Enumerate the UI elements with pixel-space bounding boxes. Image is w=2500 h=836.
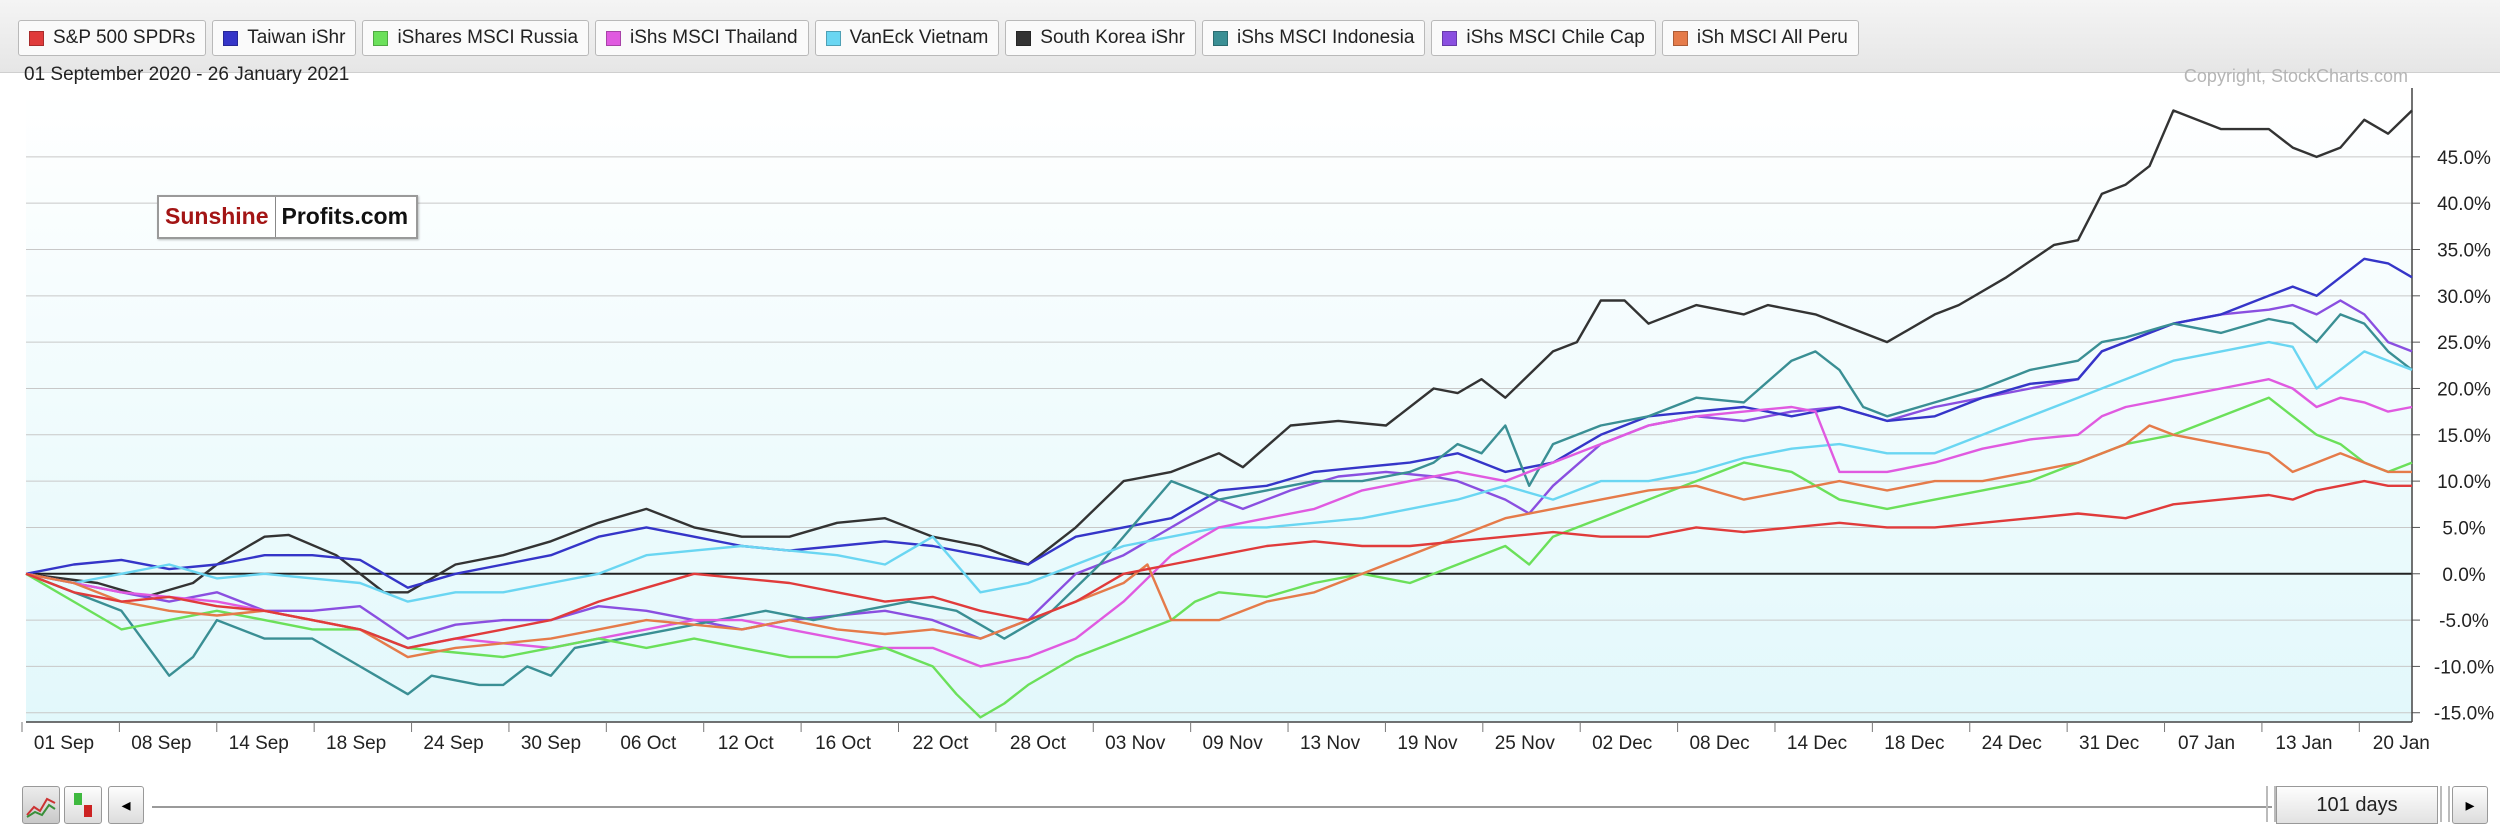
y-tick-label: 0.0% xyxy=(2442,565,2485,586)
watermark-logo: Sunshine Profits.com xyxy=(157,195,419,239)
legend-item[interactable]: Taiwan iShr xyxy=(212,20,357,56)
legend-label: iShares MSCI Russia xyxy=(397,27,579,48)
chart-controls: ◂ 101 days ▸ xyxy=(0,782,2500,836)
y-tick-label: -5.0% xyxy=(2439,611,2489,632)
x-tick-label: 25 Nov xyxy=(1495,733,1556,754)
series-line xyxy=(25,313,2413,696)
legend-label: iShs MSCI Chile Cap xyxy=(1466,27,1645,48)
legend-item[interactable]: iShares MSCI Russia xyxy=(362,20,590,56)
y-tick-label: 25.0% xyxy=(2437,333,2491,354)
x-tick-label: 24 Sep xyxy=(423,733,483,754)
legend-label: South Korea iShr xyxy=(1040,27,1185,48)
date-scrollbar[interactable] xyxy=(152,806,2272,808)
scroll-right-button[interactable]: ▸ xyxy=(2452,786,2488,824)
y-tick-label: 20.0% xyxy=(2437,379,2491,400)
line-chart: 45.0% 40.0% 35.0% 30.0% 25.0% 20.0% 15.0% 10.0%… xyxy=(21,88,2494,754)
watermark-left-text: Sunshine xyxy=(159,197,276,237)
y-tick-label: 5.0% xyxy=(2442,518,2485,539)
legend-swatch xyxy=(825,30,841,46)
legend-item[interactable]: VanEck Vietnam xyxy=(814,20,1000,56)
series-line xyxy=(25,479,2412,650)
legend-item[interactable]: South Korea iShr xyxy=(1005,20,1196,56)
x-tick-label: 06 Oct xyxy=(620,733,677,754)
x-tick-label: 16 Oct xyxy=(815,733,872,754)
x-tick-label: 07 Jan xyxy=(2178,733,2235,754)
copyright-notice: Copyright, StockCharts.com xyxy=(2183,66,2408,86)
x-tick-label: 08 Dec xyxy=(1689,733,1749,754)
x-tick-label: 14 Sep xyxy=(229,733,289,754)
x-tick-label: 09 Nov xyxy=(1203,733,1264,754)
y-tick-label: 45.0% xyxy=(2437,148,2491,169)
legend-item[interactable]: iShs MSCI Thailand xyxy=(595,20,809,56)
legend-label: iShs MSCI Thailand xyxy=(630,27,798,48)
x-tick-label: 18 Sep xyxy=(326,733,386,754)
watermark-right-text: Profits.com xyxy=(281,203,409,229)
series-line xyxy=(25,340,2413,603)
scroll-handle-left[interactable] xyxy=(2266,786,2276,822)
x-tick-label: 22 Oct xyxy=(912,733,969,754)
x-tick-label: 28 Oct xyxy=(1010,733,1067,754)
scroll-left-button[interactable]: ◂ xyxy=(108,786,144,824)
legend-swatch xyxy=(1213,30,1228,46)
bar-chart-mode-icon[interactable] xyxy=(64,786,102,824)
series-line xyxy=(25,257,2413,589)
series-line xyxy=(25,424,2412,659)
x-tick-label: 30 Sep xyxy=(521,733,581,754)
legend-swatch xyxy=(373,30,389,46)
y-tick-label: 35.0% xyxy=(2437,241,2491,262)
y-tick-label: -15.0% xyxy=(2434,704,2494,725)
legend-label: iShs MSCI Indonesia xyxy=(1237,27,1415,48)
x-tick-label: 08 Sep xyxy=(131,733,191,754)
date-range-label: 01 September 2020 - 26 January 2021 xyxy=(24,64,350,85)
legend-swatch xyxy=(1016,30,1032,46)
x-tick-label: 24 Dec xyxy=(1982,733,2042,754)
x-tick-label: 20 Jan xyxy=(2373,733,2430,754)
legend-swatch xyxy=(606,30,622,46)
legend-swatch xyxy=(29,30,44,46)
series-line xyxy=(25,378,2413,668)
y-tick-label: 40.0% xyxy=(2437,194,2491,215)
legend-swatch xyxy=(1672,30,1688,46)
legend-item[interactable]: iShs MSCI Chile Cap xyxy=(1431,20,1656,56)
days-range-box[interactable]: 101 days xyxy=(2276,786,2438,824)
legend-item[interactable]: S&P 500 SPDRs xyxy=(18,20,207,56)
legend-label: S&P 500 SPDRs xyxy=(53,27,196,48)
y-tick-label: 10.0% xyxy=(2437,472,2491,493)
legend-label: Taiwan iShr xyxy=(247,27,346,48)
legend-label: VanEck Vietnam xyxy=(849,27,989,48)
x-tick-label: 14 Dec xyxy=(1787,733,1847,754)
x-tick-label: 19 Nov xyxy=(1397,733,1458,754)
y-tick-label: 30.0% xyxy=(2437,287,2491,308)
series-line xyxy=(25,109,2413,599)
x-tick-label: 02 Dec xyxy=(1592,733,1652,754)
x-tick-label: 13 Jan xyxy=(2275,733,2332,754)
plot-area xyxy=(26,92,2412,722)
legend-item[interactable]: iShs MSCI Indonesia xyxy=(1202,20,1426,56)
x-tick-label: 12 Oct xyxy=(718,733,775,754)
legend-bar: S&P 500 SPDRs Taiwan iShr iShares MSCI Rus… xyxy=(0,0,2500,73)
legend-swatch xyxy=(1442,30,1458,46)
x-tick-label: 13 Nov xyxy=(1300,733,1361,754)
legend-label: iSh MSCI All Peru xyxy=(1696,27,1848,48)
y-tick-label: 15.0% xyxy=(2437,426,2491,447)
y-tick-label: -10.0% xyxy=(2434,657,2494,678)
line-chart-mode-icon[interactable] xyxy=(22,786,60,824)
legend-item[interactable]: iSh MSCI All Peru xyxy=(1661,20,1859,56)
x-tick-label: 18 Dec xyxy=(1884,733,1944,754)
x-tick-label: 03 Nov xyxy=(1105,733,1166,754)
x-tick-label: 31 Dec xyxy=(2079,733,2139,754)
scroll-handle-right[interactable] xyxy=(2440,786,2450,822)
legend-swatch xyxy=(223,30,239,46)
x-tick-label: 01 Sep xyxy=(34,733,94,754)
legend: S&P 500 SPDRs Taiwan iShr iShares MSCI Rus… xyxy=(18,20,1859,56)
